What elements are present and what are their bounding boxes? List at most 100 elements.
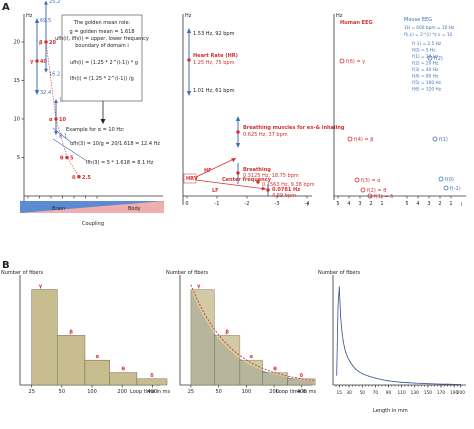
b3-series-line [336, 286, 461, 385]
a3-human-label-1: f(4) = β [354, 137, 373, 143]
b2-ylabel: Number of fibers [166, 270, 209, 276]
b2-bar-3 [262, 372, 288, 386]
a3-mouse-point-0 [427, 55, 433, 61]
b2-bar-label-2: α [249, 354, 253, 360]
b2-x-tick-label-0: 25 [188, 389, 194, 395]
b3-point-6 [344, 347, 346, 349]
a1-example-1: ufh(3) = 10/g = 20/1.618 = 12.4 Hz [70, 141, 160, 147]
a3-x-tick-label-right-3: 2 [438, 201, 441, 207]
a2-label-3: Breathing muscles for ex-& inhaling [243, 125, 345, 131]
a3-mouse-label-3: f(-1) [450, 186, 461, 192]
a2-label-2: 1.01 Hz, 61 bpm [193, 88, 235, 94]
b2-bar-label-1: β [225, 329, 229, 335]
a2-hf-arrowhead [231, 158, 236, 162]
a3-mouse-legend-3: f(2) = 20 Hz [412, 61, 439, 67]
a3-human-point-0 [339, 58, 345, 64]
b3-point-10 [351, 364, 353, 366]
a3-mouse-legend-2: f(1) = 10 Hz [412, 54, 439, 60]
b1-xlabel: Loop time in ms [130, 389, 170, 395]
chart-a3: Hz i 5 4 3 2 1 5 4 3 2 1 Human EEG Mouse EEG 1H =… [333, 13, 466, 208]
b3-point-16 [381, 379, 383, 381]
a3-human-label-2: f(3) = α [361, 178, 381, 184]
a3-mouse-legend-1: f(0) = 5 Hz [412, 48, 436, 54]
a1-y-tick-label-0: 5 [17, 155, 20, 161]
a2-hf-label: HF [204, 168, 212, 174]
a1-θ-center: 5 [70, 156, 74, 162]
a3-mouse-point-2 [438, 176, 444, 182]
a1-box-line-1: g = golden mean = 1.618 [69, 29, 134, 35]
a2-hr-arrowhead-bottom [186, 91, 192, 96]
a2-x-tick-label-0: 0 [185, 201, 188, 207]
b1-bar-label-0: γ [39, 284, 43, 290]
b2-x-tick-label-1: 50 [215, 389, 221, 395]
b3-point-9 [349, 360, 351, 362]
a2-br-point [236, 171, 240, 175]
a1-β-arrowhead-top [44, 0, 48, 5]
b3-point-20 [407, 382, 409, 384]
a1-box-line-4: ufh(i) = (1.25 * 2^(i-1)) * g [70, 60, 138, 66]
a1-δ-greek: δ [72, 175, 76, 181]
b3-point-3 [340, 315, 342, 317]
a3-human-point-1 [347, 136, 353, 142]
b3-point-11 [355, 368, 357, 370]
b3-point-27 [453, 383, 455, 385]
b1-x-tick-label-0: 25 [29, 389, 35, 395]
a3-mouse-legend-7: f(6) = 320 Hz [412, 87, 442, 93]
a3-x-tick-label-left-2: 3 [358, 201, 361, 207]
chart-a2: Hz i 0 -1 -2 -3 -4 1.53 Hz, 92 bpm Heart Rat… [182, 13, 345, 208]
a1-example-2: lfh(3) = 5 * 1.618 = 8.1 Hz [86, 160, 154, 166]
b3-point-7 [345, 352, 347, 354]
b1-bar-1 [57, 335, 86, 386]
a1-α-arrowhead-top [54, 99, 58, 104]
a1-coupling-left: Brain [52, 206, 65, 212]
b2-x-tick-label-3: 200 [269, 389, 279, 395]
a3-mouse-legend-6: f(5) = 160 Hz [412, 80, 442, 86]
b2-bar-label-4: δ [300, 373, 304, 379]
a3-mouse-label-1: f(1) [439, 137, 448, 143]
b2-bar-label-3: θ [273, 367, 277, 373]
a3-human-point-2 [354, 177, 360, 183]
b3-x-tick-label-10: 200 [457, 390, 465, 396]
b3-x-tick-label-2: 50 [360, 390, 366, 396]
a1-y-tick-label-1: 10 [14, 117, 20, 123]
a3-x-tick-label-left-1: 4 [347, 201, 350, 207]
panel-letter-a: A [2, 2, 10, 13]
a2-hr-point [187, 58, 191, 62]
b3-x-tick-label-6: 130 [411, 390, 419, 396]
b2-x-tick-label-2: 100 [242, 389, 252, 395]
a2-hf-line [195, 157, 237, 178]
a3-mouse-label-2: f(0) [445, 177, 454, 183]
a3-mouse-note: 1H = 600 bpm = 10 Hz [404, 25, 455, 31]
b3-point-24 [433, 383, 435, 385]
a1-coupling-right: Body [128, 206, 141, 212]
a3-x-tick-label-left-4: 1 [380, 201, 383, 207]
b1-bar-2 [84, 359, 110, 386]
a3-mouse-formula: f(i,ε) = 2^(i) *ε ε = 10 [404, 32, 453, 38]
b3-point-5 [342, 340, 344, 342]
a2-x-tick-label-3: -3 [275, 201, 280, 207]
a2-x-tick-label-1: -1 [215, 201, 220, 207]
a3-human-label-0: f(6) = γ [346, 59, 365, 65]
b1-bar-label-4: δ [150, 373, 154, 379]
b3-point-18 [394, 381, 396, 383]
a3-mouse-legend-5: f(4) = 80 Hz [412, 74, 439, 80]
a3-x-tick-label-right-2: 3 [427, 201, 430, 207]
a3-x-label: i [461, 202, 462, 208]
a2-hr-arrowhead-top [186, 28, 192, 33]
a3-mouse-label-0: f(2) [434, 56, 443, 62]
a1-formula-box [61, 14, 143, 102]
a1-α-lower: 8.1 [59, 134, 67, 140]
b1-x-tick-label-1: 50 [59, 389, 65, 395]
b1-x-tick-label-2: 100 [87, 389, 97, 395]
b1-bar-label-2: α [96, 354, 100, 360]
a1-envelope [45, 41, 80, 177]
a1-θ-point [65, 155, 69, 160]
a2-lf-arrowhead [261, 186, 266, 191]
a2-lf-label: LF [212, 188, 219, 194]
a2-bm-point [236, 130, 240, 134]
b3-point-0 [336, 374, 338, 376]
a1-gamma-arrowhead-top [34, 18, 40, 23]
chart-b3: Number of fibers Length in mm 15 30 50 70 90… [318, 270, 466, 414]
a3-mouse-point-3 [443, 185, 449, 191]
b3-x-tick-label-8: 170 [437, 390, 445, 396]
